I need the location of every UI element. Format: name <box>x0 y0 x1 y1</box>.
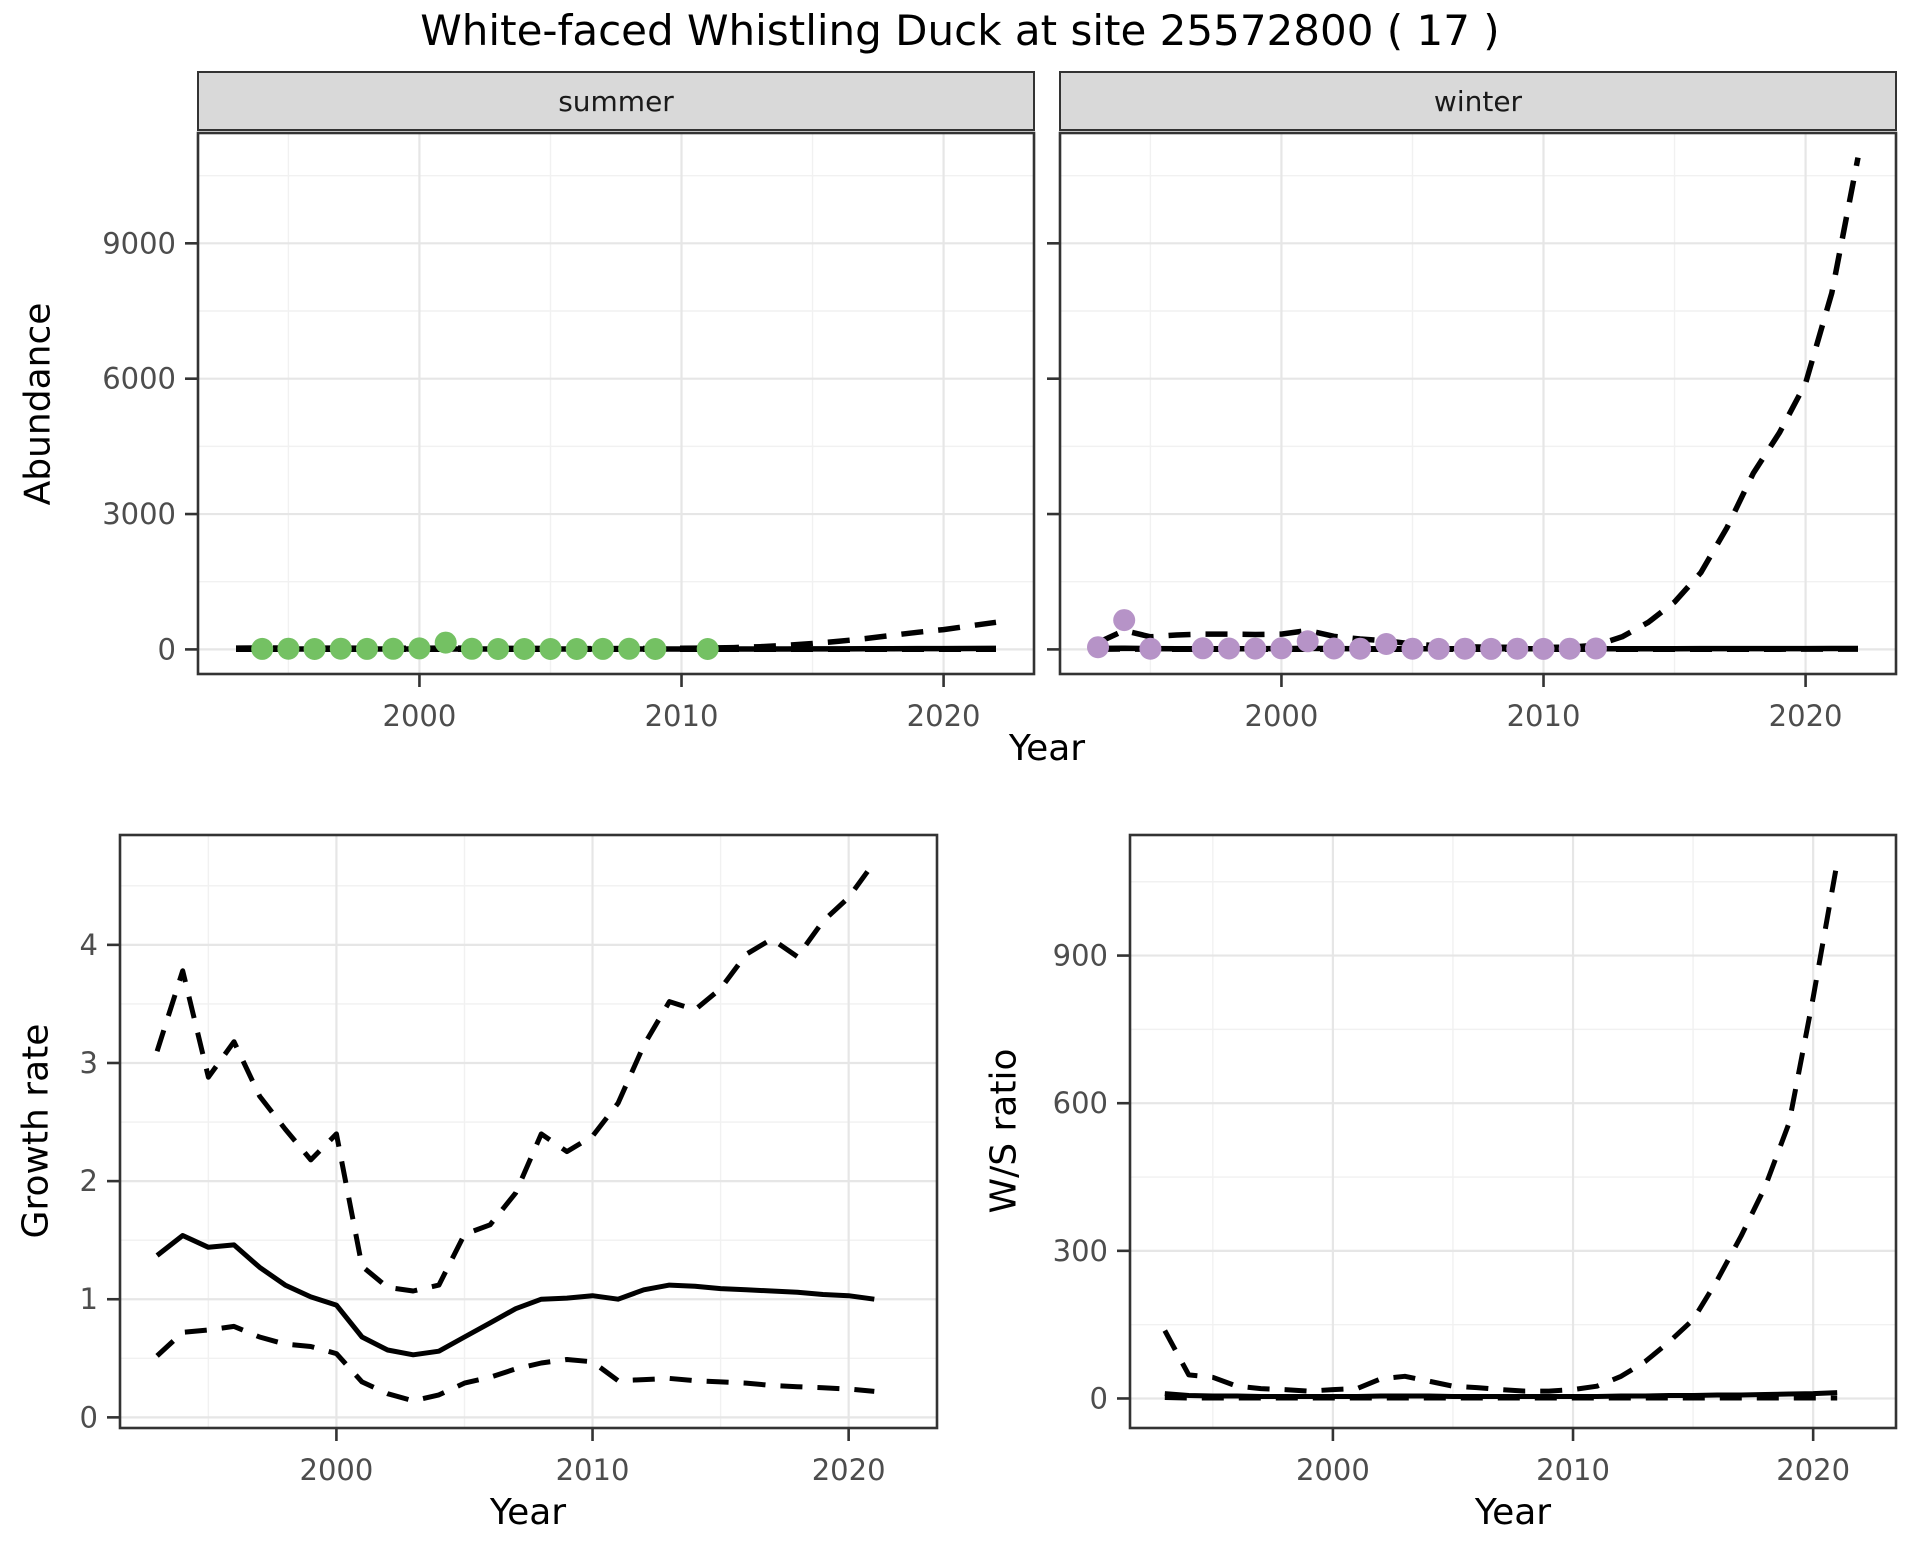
y-tick-label: 2 <box>80 1164 98 1198</box>
abundance_winter-observed-counts-point <box>1453 637 1476 660</box>
abundance_summer-observed-counts-point <box>251 637 274 660</box>
abundance_summer-observed-counts-point <box>382 637 405 660</box>
abundance_summer-observed-counts-point <box>618 637 641 660</box>
abundance_winter-observed-counts-point <box>1349 637 1372 660</box>
abundance_summer-observed-counts-point <box>696 638 719 660</box>
abundance_summer-observed-counts-point <box>513 638 536 660</box>
abundance_summer-observed-counts-point <box>644 638 667 660</box>
abundance_summer-observed-counts-point <box>539 638 562 660</box>
abundance_winter-observed-counts-point <box>1270 637 1293 660</box>
abundance_summer-observed-counts-point <box>356 637 378 660</box>
growth_rate-median-line <box>155 1233 875 1358</box>
abundance_winter-observed-counts-point <box>1296 630 1319 653</box>
y-tick-label: 0 <box>80 1400 98 1434</box>
growth_rate-upper-ci-line <box>154 860 877 1294</box>
x-tick-label: 2020 <box>812 1453 886 1487</box>
abundance_winter-observed-counts-point <box>1584 637 1607 660</box>
y-tick-label: 1 <box>80 1282 98 1316</box>
abundance_summer-observed-counts-point <box>408 637 431 660</box>
growth_rate-panel <box>120 835 937 1428</box>
x-tick-label: 2020 <box>1776 1453 1850 1487</box>
abundance_winter-observed-counts-point <box>1532 637 1555 660</box>
abundance_summer-border <box>196 131 1036 676</box>
facet-strip-label: winter <box>1433 84 1523 118</box>
growth-year-axis-title: Year <box>489 1492 567 1533</box>
y-tick-label: 4 <box>80 928 98 962</box>
abundance_summer-observed-counts-point <box>591 637 614 660</box>
abundance_summer-observed-counts-point <box>277 637 300 660</box>
y-tick-label: 900 <box>1053 939 1108 973</box>
abundance_summer-observed-counts-point <box>460 637 483 660</box>
x-tick-label: 2020 <box>907 699 981 733</box>
abundance_winter-observed-counts-point <box>1427 637 1450 660</box>
x-tick-label: 2000 <box>1296 1453 1370 1487</box>
y-tick-label: 0 <box>1090 1381 1108 1415</box>
abundance_winter-observed-counts-point <box>1558 637 1581 660</box>
abundance_winter-observed-counts-point <box>1191 637 1214 660</box>
y-tick-label: 3000 <box>102 497 176 531</box>
abundance_summer-observed-counts-point <box>434 631 457 654</box>
abundance_winter-observed-counts-point <box>1087 636 1109 659</box>
x-tick-label: 2010 <box>1536 1453 1610 1487</box>
x-tick-label: 2020 <box>1769 699 1843 733</box>
abundance_winter-observed-counts-point <box>1139 637 1162 660</box>
abundance_winter-observed-counts-point <box>1480 637 1503 660</box>
abundance_winter-observed-counts-point <box>1322 637 1345 660</box>
y-tick-label: 600 <box>1053 1086 1108 1120</box>
facet-strip-summer: summer <box>197 71 1035 131</box>
growth_rate-lower-ci-line <box>155 1323 875 1404</box>
x-tick-label: 2010 <box>556 1453 630 1487</box>
facet-strip-winter: winter <box>1059 71 1897 131</box>
y-tick-label: 9000 <box>102 226 176 260</box>
x-tick-label: 2000 <box>383 699 457 733</box>
ws_ratio-lower-ci-line <box>1164 1395 1838 1401</box>
abundance_winter-panel <box>1060 133 1896 674</box>
abundance_winter-observed-counts-point <box>1401 637 1424 660</box>
top-year-axis-title: Year <box>1008 728 1086 769</box>
abundance_winter-border <box>1058 131 1898 676</box>
y-tick-label: 300 <box>1053 1234 1108 1268</box>
x-tick-label: 2010 <box>645 699 719 733</box>
ws_ratio-border <box>1128 833 1898 1430</box>
abundance_summer-observed-counts-point <box>303 638 326 660</box>
y-tick-label: 3 <box>80 1046 98 1080</box>
y-tick-label: 0 <box>158 632 176 666</box>
ws-year-axis-title: Year <box>1474 1492 1552 1533</box>
abundance_summer-observed-counts-point <box>487 638 510 660</box>
ws_ratio-panel <box>1130 835 1896 1428</box>
abundance_winter-observed-counts-point <box>1218 637 1240 660</box>
abundance_summer-observed-counts-point <box>565 638 588 660</box>
x-tick-label: 2000 <box>300 1453 374 1487</box>
abundance_winter-observed-counts-point <box>1113 609 1136 632</box>
facet-strip-label: summer <box>558 84 674 118</box>
x-tick-label: 2000 <box>1245 699 1319 733</box>
abundance_winter-observed-counts-point <box>1375 633 1398 655</box>
ws_ratio-upper-ci-line <box>1162 861 1840 1394</box>
abundance_summer-observed-counts-point <box>329 637 352 660</box>
y-tick-label: 6000 <box>102 362 176 396</box>
abundance_winter-observed-counts-point <box>1506 637 1529 660</box>
x-tick-label: 2010 <box>1507 699 1581 733</box>
abundance_winter-observed-counts-point <box>1244 637 1267 660</box>
growth_rate-border <box>118 833 939 1430</box>
plot-title: White-faced Whistling Duck at site 25572… <box>420 6 1500 55</box>
abundance_summer-panel <box>198 133 1034 674</box>
